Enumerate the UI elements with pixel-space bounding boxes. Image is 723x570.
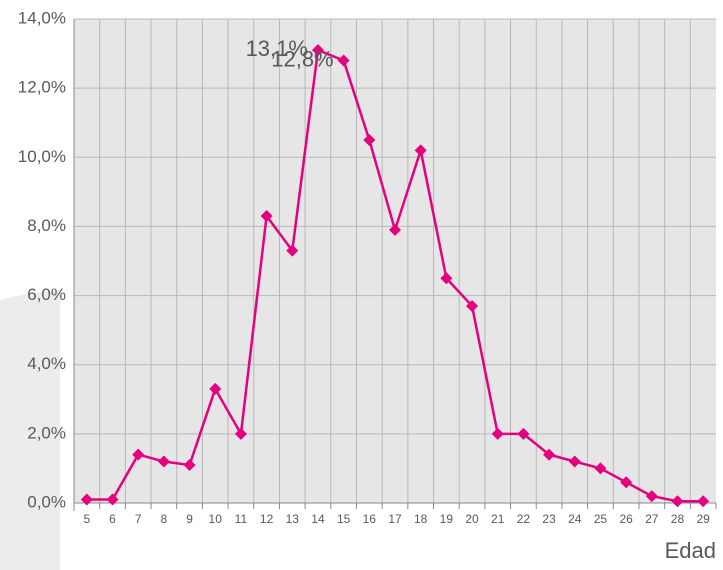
point-marker	[389, 223, 401, 236]
x-tick-label: 16	[363, 512, 377, 526]
y-tick-label: 4,0%	[27, 354, 66, 373]
point-marker	[132, 448, 145, 461]
x-tick-label: 21	[491, 512, 505, 526]
point-marker	[234, 427, 247, 440]
point-marker	[363, 134, 376, 146]
point-marker	[645, 490, 658, 503]
x-tick-label: 24	[568, 512, 582, 526]
point-marker	[620, 476, 633, 489]
x-tick-label: 13	[286, 512, 300, 526]
point-marker	[260, 210, 273, 223]
y-tick-label: 10,0%	[18, 147, 66, 166]
point-marker	[311, 44, 324, 57]
point-marker	[337, 54, 350, 67]
y-tick-label: 14,0%	[18, 8, 66, 27]
x-tick-label: 28	[671, 512, 685, 526]
decor-arc	[0, 290, 60, 570]
y-tick-label: 8,0%	[27, 216, 66, 235]
point-marker	[491, 427, 504, 440]
value-label: 12,8%	[271, 46, 333, 71]
x-tick-label: 17	[388, 512, 402, 526]
point-marker	[517, 427, 530, 440]
x-tick-label: 12	[260, 512, 274, 526]
y-tick-label: 2,0%	[27, 423, 66, 442]
point-marker	[543, 448, 556, 461]
point-marker	[414, 144, 427, 157]
x-tick-label: 25	[594, 512, 608, 526]
x-tick-label: 7	[135, 512, 142, 526]
value-label: 13,1%	[246, 36, 308, 61]
point-marker	[568, 455, 581, 468]
plot-area	[74, 19, 716, 503]
y-tick-label: 12,0%	[18, 78, 66, 97]
point-marker	[183, 458, 196, 471]
x-tick-label: 19	[440, 512, 454, 526]
x-axis-label: Edad	[665, 538, 716, 563]
x-tick-label: 5	[83, 512, 90, 526]
point-marker	[209, 382, 222, 395]
point-marker	[106, 493, 119, 506]
x-tick-label: 10	[209, 512, 223, 526]
x-tick-label: 23	[542, 512, 556, 526]
x-tick-label: 20	[465, 512, 479, 526]
x-tick-label: 29	[696, 512, 710, 526]
point-marker	[697, 495, 710, 508]
x-tick-label: 18	[414, 512, 428, 526]
point-marker	[594, 462, 607, 475]
x-tick-label: 26	[619, 512, 633, 526]
point-marker	[671, 495, 684, 508]
x-tick-label: 15	[337, 512, 351, 526]
y-tick-label: 0,0%	[27, 492, 66, 511]
x-tick-label: 27	[645, 512, 659, 526]
point-marker	[286, 244, 299, 257]
point-marker	[80, 493, 93, 506]
x-tick-label: 9	[186, 512, 193, 526]
point-marker	[466, 299, 479, 312]
x-tick-label: 6	[109, 512, 116, 526]
x-tick-label: 8	[161, 512, 168, 526]
y-tick-label: 6,0%	[27, 285, 66, 304]
point-marker	[440, 272, 453, 285]
point-marker	[157, 455, 170, 468]
x-tick-label: 22	[517, 512, 531, 526]
x-tick-label: 14	[311, 512, 325, 526]
x-tick-label: 11	[235, 512, 248, 526]
